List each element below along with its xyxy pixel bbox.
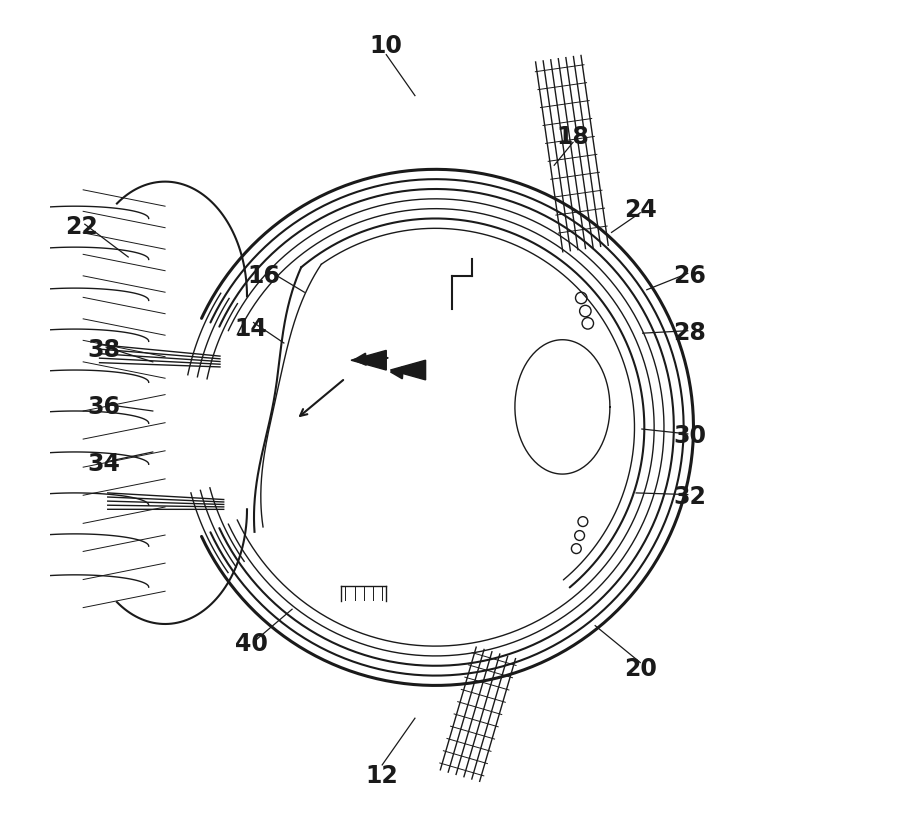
Polygon shape	[351, 350, 386, 370]
Text: 16: 16	[246, 264, 279, 288]
Text: 10: 10	[369, 35, 403, 58]
Text: 12: 12	[366, 764, 398, 787]
Text: 40: 40	[234, 632, 267, 657]
Text: 24: 24	[623, 198, 656, 222]
Text: 28: 28	[672, 321, 705, 345]
Text: 36: 36	[87, 395, 120, 419]
Text: 22: 22	[65, 215, 97, 238]
Text: 30: 30	[672, 423, 705, 447]
Text: 38: 38	[87, 338, 120, 362]
Text: 26: 26	[672, 264, 705, 288]
Text: 32: 32	[672, 485, 705, 509]
Text: 34: 34	[87, 452, 120, 476]
Text: 20: 20	[623, 657, 656, 681]
Text: 14: 14	[234, 317, 267, 341]
Polygon shape	[390, 360, 425, 380]
Text: 18: 18	[556, 125, 589, 149]
